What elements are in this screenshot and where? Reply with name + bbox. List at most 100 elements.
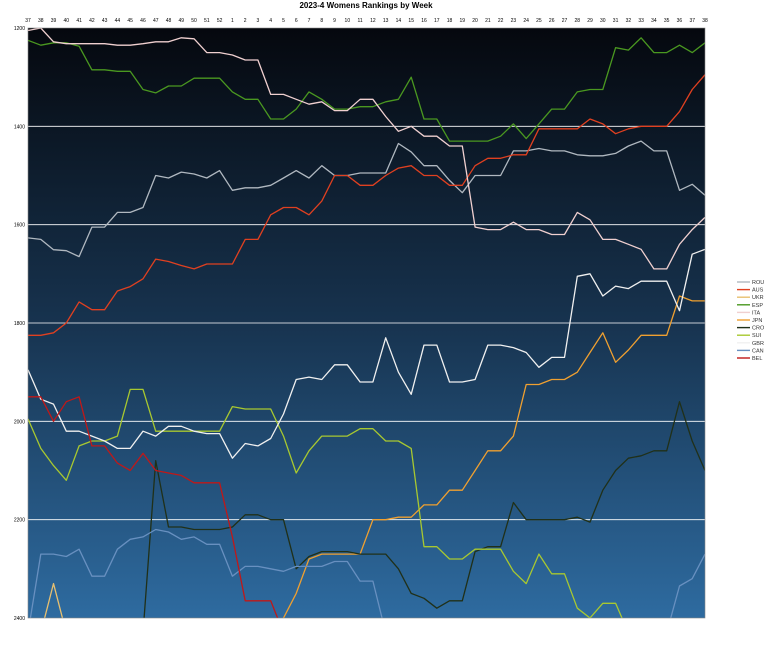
x-tick-label: 15 [408,18,414,24]
y-tick-label: 2200 [14,518,25,524]
x-tick-label: 14 [396,18,402,24]
x-tick-label: 22 [498,18,504,24]
x-tick-label: 1 [231,18,234,24]
series-line-cro [143,401,705,618]
x-tick-label: 11 [358,18,363,24]
x-tick-label: 6 [295,18,298,24]
x-tick-label: 21 [485,18,491,24]
series-line-ita [28,28,705,270]
chart-title: 2023-4 Womens Rankings by Week [299,1,433,10]
x-tick-label: 28 [574,18,580,24]
x-tick-label: 30 [600,18,606,24]
x-tick-label: 49 [179,18,185,24]
x-tick-label: 10 [345,18,351,24]
x-tick-label: 4 [269,18,272,24]
x-tick-label: 2 [244,18,247,24]
legend-label: ITA [752,310,760,316]
x-tick-label: 33 [638,18,644,24]
legend-label: BEL [752,356,762,362]
series-line-rou [28,140,705,258]
x-tick-label: 34 [651,18,657,24]
x-tick-label: 23 [511,18,517,24]
x-tick-label: 7 [308,18,311,24]
series-line-can [29,528,705,618]
legend-label: ESP [752,303,763,309]
legend-item-ita[interactable]: ITA [737,310,760,316]
legend-item-gbr[interactable]: GBR [737,341,764,347]
x-tick-label: 18 [447,18,453,24]
legend-label: GBR [752,341,764,347]
series-line-jpn [282,295,705,618]
y-tick-label: 2000 [14,419,25,425]
series-lines [28,28,705,618]
x-tick-label: 17 [434,18,440,24]
legend-item-aus[interactable]: AUS [737,288,764,294]
legend-item-cro[interactable]: CRO [737,326,765,332]
x-tick-label: 38 [702,18,708,24]
series-line-gbr [28,248,705,459]
x-tick-label: 26 [549,18,555,24]
x-tick-label: 12 [370,18,376,24]
x-tick-label: 16 [421,18,427,24]
x-tick-label: 43 [102,18,108,24]
series-line-esp [28,37,705,142]
x-tick-label: 19 [460,18,466,24]
y-tick-label: 1200 [14,26,25,32]
x-tick-label: 27 [562,18,568,24]
x-tick-label: 44 [115,18,121,24]
legend-item-ukr[interactable]: UKR [737,295,764,301]
series-line-sui [28,388,623,618]
x-tick-label: 37 [689,18,695,24]
legend-item-jpn[interactable]: JPN [737,318,762,324]
x-tick-label: 9 [333,18,336,24]
x-tick-label: 35 [664,18,670,24]
x-tick-label: 52 [217,18,223,24]
x-tick-label: 25 [536,18,542,24]
y-tick-label: 1600 [14,223,25,229]
y-tick-label: 1400 [14,124,25,130]
x-tick-label: 37 [25,18,31,24]
x-tick-label: 3 [257,18,260,24]
series-line-bel [28,396,279,618]
x-tick-label: 51 [204,18,210,24]
y-tick-label: 1800 [14,321,25,327]
legend-item-rou[interactable]: ROU [737,280,764,286]
x-tick-label: 45 [127,18,133,24]
x-tick-label: 41 [76,18,82,24]
legend-item-esp[interactable]: ESP [737,303,763,309]
y-axis-ticks: 1200 1400 1600 1800 2000 2200 2400 [14,26,25,622]
x-tick-label: 38 [38,18,44,24]
legend-label: AUS [752,288,764,294]
x-tick-label: 5 [282,18,285,24]
x-tick-label: 13 [383,18,389,24]
x-tick-label: 48 [166,18,172,24]
legend-label: CRO [752,326,765,332]
series-line-aus [28,74,705,336]
x-tick-label: 39 [51,18,57,24]
x-tick-label: 32 [626,18,632,24]
x-tick-label: 47 [153,18,159,24]
x-tick-label: 20 [472,18,478,24]
legend-label: JPN [752,318,762,324]
legend-label: UKR [752,295,764,301]
x-axis-ticks: 37 38 39 40 41 42 43 44 45 46 47 48 49 50 51 52 1 2 3 4 5 6 7 8… [25,18,708,24]
x-tick-label: 8 [320,18,323,24]
x-tick-label: 42 [89,18,95,24]
legend-item-sui[interactable]: SUI [737,333,762,339]
grid-lines [28,125,705,521]
legend-item-bel[interactable]: BEL [737,356,762,362]
x-tick-label: 40 [64,18,70,24]
legend-label: CAN [752,348,764,354]
legend-label: ROU [752,280,764,286]
y-tick-label: 2400 [14,616,25,622]
x-tick-label: 46 [140,18,146,24]
x-tick-label: 50 [191,18,197,24]
x-tick-label: 31 [613,18,619,24]
x-tick-label: 36 [677,18,683,24]
legend-item-can[interactable]: CAN [737,348,764,354]
x-tick-label: 29 [587,18,593,24]
x-tick-label: 24 [523,18,529,24]
legend-label: SUI [752,333,762,339]
